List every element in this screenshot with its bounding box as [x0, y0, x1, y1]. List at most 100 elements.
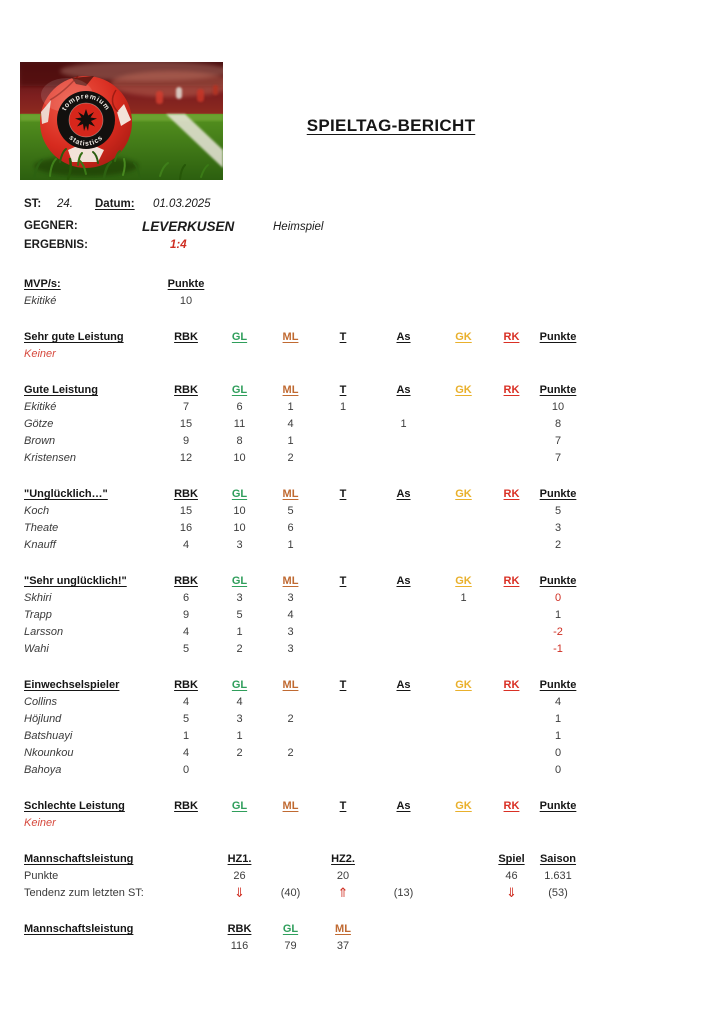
column-header-rbk: RBK [174, 384, 198, 396]
stat-value [315, 503, 371, 520]
stat-value [491, 590, 532, 607]
stat-value [315, 416, 371, 433]
match-photo: tompremium statistics [20, 62, 223, 180]
stat-value: 4 [182, 626, 190, 638]
table-row: Ekitiké 10 [24, 293, 584, 310]
player-name: Höjlund [24, 713, 62, 725]
eagle-icon [75, 109, 97, 131]
player-name: Larsson [24, 626, 64, 638]
blurred-players [156, 85, 218, 104]
stat-value: 8 [236, 435, 243, 447]
stat-value [315, 728, 371, 745]
stat-value: 1 [339, 401, 347, 413]
team-performance-cell: 46 [505, 870, 518, 882]
stat-value: 2 [287, 713, 294, 725]
team-totals-cell: Mannschaftsleistung [24, 923, 134, 935]
team-performance-cell: Punkte [24, 870, 59, 882]
stat-value: 2 [236, 747, 243, 759]
empty-label: Keiner [24, 348, 56, 360]
stat-value [436, 762, 491, 779]
column-header-punkte: Punkte [539, 384, 577, 396]
table-row: Collins 4 4 4 [24, 694, 584, 711]
stat-value [491, 607, 532, 624]
table-row: Nkounkou 4 2 2 0 [24, 745, 584, 762]
team-totals-cell: 79 [284, 940, 297, 952]
stat-value [491, 711, 532, 728]
table-row: Gute Leistung RBK GL ML T As GK RK Punkte [24, 382, 584, 399]
column-header-as: As [396, 331, 411, 343]
stat-value [491, 433, 532, 450]
column-header-ml: ML [282, 331, 299, 343]
result-value: 1:4 [170, 239, 187, 251]
stat-value [371, 745, 436, 762]
team-performance-cell [371, 868, 436, 885]
team-performance-cell: ⇓ [234, 885, 245, 900]
stat-value: 5 [236, 609, 243, 621]
stat-value [371, 711, 436, 728]
stat-value [315, 433, 371, 450]
table-row: Wahi 5 2 3 -1 [24, 641, 584, 658]
team-performance-cell [436, 868, 491, 885]
column-header-t: T [339, 800, 347, 812]
section--ungl-cklich-: "Unglücklich…" RBK GL ML T As GK RK Punkte Koch 15… [24, 486, 584, 554]
column-header-as: As [396, 384, 411, 396]
stat-value: 10 [233, 452, 246, 464]
stat-value: 1 [287, 401, 294, 413]
column-header-t: T [339, 575, 347, 587]
player-name: Knauff [24, 539, 56, 551]
empty-label: Keiner [24, 817, 56, 829]
venue-label: Heimspiel [273, 221, 324, 233]
team-totals: Mannschaftsleistung RBK GL ML 116 79 37 [24, 921, 584, 955]
stat-value: 1 [182, 730, 190, 742]
table-row: Mannschaftsleistung HZ1. HZ2. Spiel Saison [24, 851, 584, 868]
stat-value [436, 745, 491, 762]
team-totals-cell [491, 938, 532, 955]
player-name: Skhiri [24, 592, 52, 604]
stat-value: 0 [554, 764, 562, 776]
team-totals-cell [436, 938, 491, 955]
team-totals-cell [532, 938, 584, 955]
column-header-rk: RK [503, 331, 520, 343]
player-name: Kristensen [24, 452, 76, 464]
stat-value: 1 [554, 609, 562, 621]
stat-value [371, 728, 436, 745]
player-name: Trapp [24, 609, 52, 621]
stat-value: 0 [554, 592, 562, 604]
matchday-label: ST: [24, 198, 42, 210]
table-row: Brown 9 8 1 7 [24, 433, 584, 450]
section-title: Einwechselspieler [24, 679, 120, 691]
stat-value [491, 728, 532, 745]
stat-value [213, 762, 266, 779]
stat-value: 6 [287, 522, 294, 534]
stat-value: 3 [554, 522, 562, 534]
table-row: Mannschaftsleistung RBK GL ML [24, 921, 584, 938]
team-performance-cell: Spiel [498, 853, 525, 865]
stat-value [266, 694, 315, 711]
stat-value [315, 590, 371, 607]
stat-value: 4 [236, 696, 243, 708]
opponent-label: GEGNER: [24, 220, 78, 232]
column-header-punkte: Punkte [539, 575, 577, 587]
team-performance-cell: Mannschaftsleistung [24, 853, 134, 865]
table-row: 116 79 37 [24, 938, 584, 955]
stat-value [371, 433, 436, 450]
stat-value: 2 [236, 643, 243, 655]
player-name: Koch [24, 505, 50, 517]
table-row: Trapp 9 5 4 1 [24, 607, 584, 624]
stat-value: 4 [287, 418, 294, 430]
team-totals-cell [159, 938, 213, 955]
stat-value [371, 503, 436, 520]
mvp-label: MVP/s: [24, 278, 61, 290]
stat-value: 11 [233, 418, 246, 430]
stat-value: 16 [179, 522, 193, 534]
player-name: Nkounkou [24, 747, 74, 759]
stat-value [371, 694, 436, 711]
mvp-points-header: Punkte [167, 278, 205, 290]
player-name: Bahoya [24, 764, 62, 776]
column-header-gl: GL [231, 679, 248, 691]
stat-value [491, 624, 532, 641]
table-row: Larsson 4 1 3 -2 [24, 624, 584, 641]
team-performance-cell: 20 [336, 870, 350, 882]
column-header-punkte: Punkte [539, 800, 577, 812]
section-schlechte-leistung: Schlechte Leistung RBK GL ML T As GK RK Punkte Ke… [24, 798, 584, 832]
